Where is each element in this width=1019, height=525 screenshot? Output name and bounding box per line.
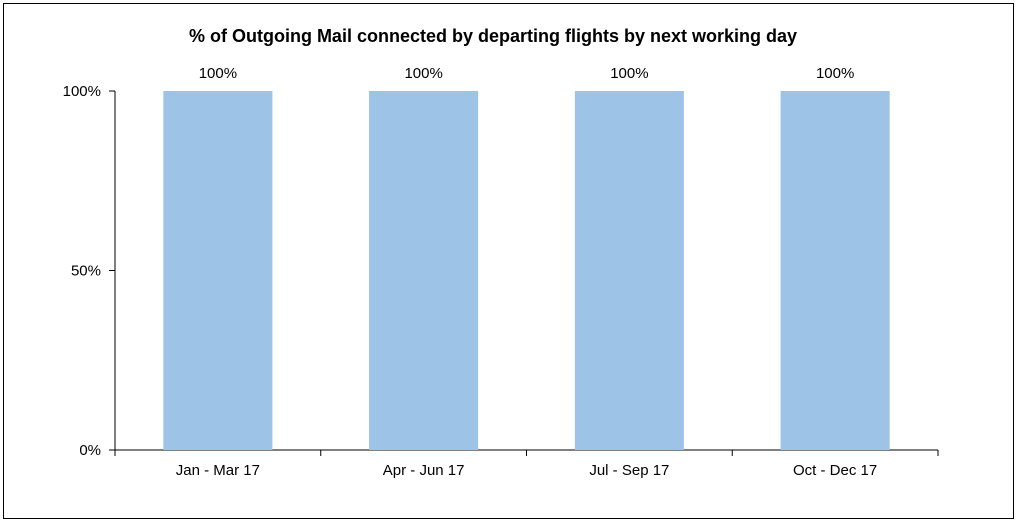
labels: 0% 50% 100% 100% Jan - Mar 17 100% Apr - Jun 1… [63,65,878,479]
bars [163,91,890,450]
x-category-label: Oct - Dec 17 [793,462,877,479]
data-label: 100% [816,65,854,82]
bar [574,91,684,450]
data-label: 100% [199,65,237,82]
x-category-label: Apr - Jun 17 [383,462,465,479]
bar [369,91,479,450]
bar [163,91,273,450]
y-tick-label: 50% [71,263,101,280]
chart-title: % of Outgoing Mail connected by departin… [189,26,797,46]
data-label: 100% [610,65,648,82]
bar [780,91,890,450]
data-label: 100% [404,65,442,82]
x-category-label: Jan - Mar 17 [176,462,260,479]
y-tick-label: 0% [79,442,101,459]
x-category-label: Jul - Sep 17 [589,462,669,479]
y-tick-label: 100% [63,83,101,100]
